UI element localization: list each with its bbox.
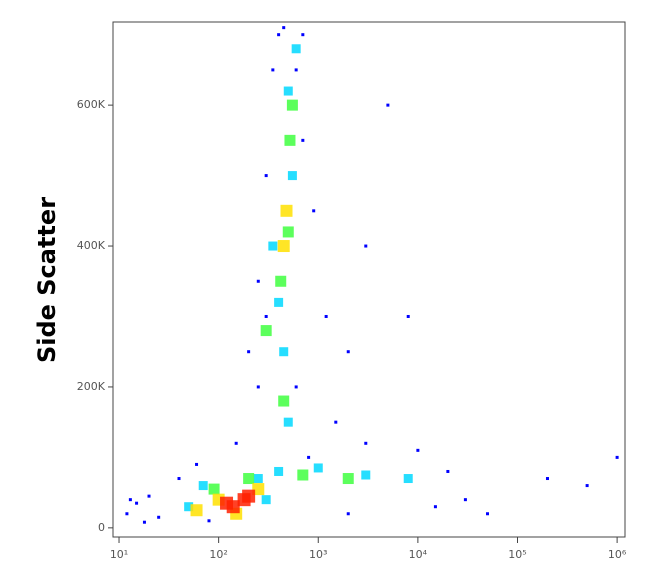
x-tick-label: 10¹ xyxy=(110,548,128,561)
point xyxy=(282,226,294,238)
plot-frame xyxy=(112,21,626,538)
point xyxy=(125,512,129,516)
x-tick-label: 10³ xyxy=(309,548,327,561)
point xyxy=(386,103,390,107)
point xyxy=(446,469,450,473)
x-tick-label: 10⁴ xyxy=(409,548,428,561)
point xyxy=(346,350,350,354)
point xyxy=(234,441,238,445)
point xyxy=(252,483,265,496)
point xyxy=(198,481,208,491)
point xyxy=(256,279,260,283)
point xyxy=(287,171,297,181)
point xyxy=(279,347,289,357)
point xyxy=(433,505,437,509)
point xyxy=(615,455,619,459)
point xyxy=(334,420,338,424)
point xyxy=(294,68,298,72)
point xyxy=(346,512,350,516)
y-axis-title: Side Scatter xyxy=(33,197,61,363)
point xyxy=(157,515,161,519)
point xyxy=(128,498,132,502)
point xyxy=(313,463,323,473)
point xyxy=(142,520,146,524)
point xyxy=(260,325,272,337)
y-tick-label: 0 xyxy=(98,521,105,534)
point xyxy=(271,68,275,72)
point xyxy=(585,484,589,488)
x-tick-label: 10² xyxy=(209,548,227,561)
point xyxy=(177,477,181,481)
y-tick-label: 200K xyxy=(77,380,106,393)
point xyxy=(195,462,199,466)
y-tick-label: 400K xyxy=(77,239,106,252)
point xyxy=(264,174,268,178)
point xyxy=(486,512,490,516)
point xyxy=(184,502,194,512)
point xyxy=(297,469,309,481)
point xyxy=(283,417,293,427)
point xyxy=(403,474,413,484)
point xyxy=(247,350,251,354)
point xyxy=(312,209,316,213)
point xyxy=(545,477,549,481)
point xyxy=(406,314,410,318)
point xyxy=(284,134,296,146)
point xyxy=(274,466,284,476)
point xyxy=(264,314,268,318)
point xyxy=(291,44,301,54)
point xyxy=(361,470,371,480)
y-tick-label: 600K xyxy=(77,98,106,111)
point xyxy=(342,473,354,485)
point xyxy=(190,504,203,517)
point xyxy=(294,385,298,389)
x-tick-label: 10⁵ xyxy=(508,548,526,561)
point xyxy=(301,33,305,37)
point xyxy=(208,483,220,495)
point xyxy=(416,448,420,452)
point xyxy=(207,519,211,523)
point xyxy=(275,275,287,287)
point xyxy=(286,99,298,111)
point xyxy=(147,494,151,498)
point xyxy=(274,297,284,307)
point xyxy=(277,33,281,37)
point xyxy=(242,489,256,503)
x-tick-label: 10⁶ xyxy=(608,548,627,561)
point xyxy=(256,385,260,389)
point xyxy=(261,495,271,505)
point xyxy=(253,474,263,484)
point xyxy=(324,314,328,318)
point xyxy=(278,395,290,407)
point xyxy=(243,473,255,485)
point xyxy=(280,204,293,217)
point xyxy=(364,244,368,248)
point xyxy=(277,240,290,253)
point xyxy=(226,500,240,514)
point xyxy=(301,138,305,142)
point xyxy=(283,86,293,96)
point xyxy=(282,26,286,30)
point xyxy=(463,498,467,502)
point xyxy=(135,501,139,505)
point xyxy=(364,441,368,445)
point xyxy=(307,455,311,459)
point xyxy=(268,241,278,251)
